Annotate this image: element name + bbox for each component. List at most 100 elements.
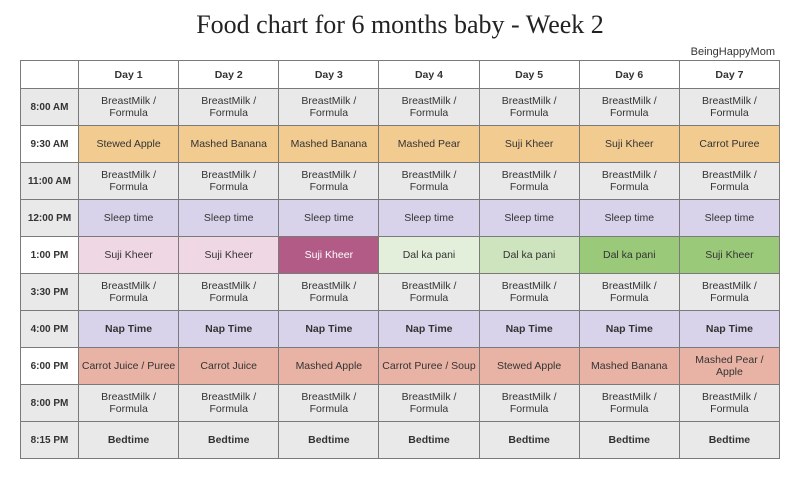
food-cell: BreastMilk / Formula: [479, 163, 579, 200]
food-cell: Bedtime: [79, 422, 179, 459]
food-cell: Nap Time: [679, 311, 779, 348]
food-cell: Sleep time: [379, 200, 479, 237]
food-cell: Sleep time: [279, 200, 379, 237]
food-cell: BreastMilk / Formula: [79, 385, 179, 422]
food-cell: Carrot Juice: [179, 348, 279, 385]
time-cell: 4:00 PM: [21, 311, 79, 348]
food-cell: BreastMilk / Formula: [679, 89, 779, 126]
time-cell: 6:00 PM: [21, 348, 79, 385]
food-cell: Mashed Pear / Apple: [679, 348, 779, 385]
food-cell: BreastMilk / Formula: [379, 89, 479, 126]
header-day: Day 1: [79, 61, 179, 89]
food-cell: Sleep time: [179, 200, 279, 237]
table-row: 8:00 AMBreastMilk / FormulaBreastMilk / …: [21, 89, 780, 126]
table-row: 12:00 PMSleep timeSleep timeSleep timeSl…: [21, 200, 780, 237]
header-row: Day 1Day 2Day 3Day 4Day 5Day 6Day 7: [21, 61, 780, 89]
food-cell: Carrot Puree / Soup: [379, 348, 479, 385]
header-day: Day 4: [379, 61, 479, 89]
food-cell: Bedtime: [279, 422, 379, 459]
food-cell: Bedtime: [179, 422, 279, 459]
food-cell: Nap Time: [279, 311, 379, 348]
food-cell: BreastMilk / Formula: [179, 274, 279, 311]
food-cell: Sleep time: [579, 200, 679, 237]
time-cell: 12:00 PM: [21, 200, 79, 237]
food-cell: BreastMilk / Formula: [479, 385, 579, 422]
time-cell: 11:00 AM: [21, 163, 79, 200]
table-row: 6:00 PMCarrot Juice / PureeCarrot JuiceM…: [21, 348, 780, 385]
food-cell: BreastMilk / Formula: [179, 89, 279, 126]
food-cell: Bedtime: [679, 422, 779, 459]
food-cell: Sleep time: [479, 200, 579, 237]
food-cell: Mashed Banana: [279, 126, 379, 163]
food-cell: Dal ka pani: [579, 237, 679, 274]
food-cell: BreastMilk / Formula: [279, 89, 379, 126]
food-cell: BreastMilk / Formula: [579, 163, 679, 200]
food-cell: BreastMilk / Formula: [279, 385, 379, 422]
header-day: Day 3: [279, 61, 379, 89]
food-cell: Stewed Apple: [479, 348, 579, 385]
food-cell: BreastMilk / Formula: [579, 385, 679, 422]
food-chart-table: Day 1Day 2Day 3Day 4Day 5Day 6Day 7 8:00…: [20, 60, 780, 459]
food-cell: Suji Kheer: [279, 237, 379, 274]
table-body: 8:00 AMBreastMilk / FormulaBreastMilk / …: [21, 89, 780, 459]
food-cell: Nap Time: [579, 311, 679, 348]
food-cell: BreastMilk / Formula: [379, 163, 479, 200]
time-cell: 1:00 PM: [21, 237, 79, 274]
food-cell: Bedtime: [579, 422, 679, 459]
food-cell: Nap Time: [179, 311, 279, 348]
food-cell: BreastMilk / Formula: [679, 385, 779, 422]
food-cell: Suji Kheer: [479, 126, 579, 163]
food-cell: BreastMilk / Formula: [79, 163, 179, 200]
time-cell: 8:00 AM: [21, 89, 79, 126]
header-time: [21, 61, 79, 89]
food-cell: BreastMilk / Formula: [379, 274, 479, 311]
food-cell: Dal ka pani: [379, 237, 479, 274]
time-cell: 9:30 AM: [21, 126, 79, 163]
header-day: Day 7: [679, 61, 779, 89]
table-row: 8:00 PMBreastMilk / FormulaBreastMilk / …: [21, 385, 780, 422]
food-cell: BreastMilk / Formula: [279, 163, 379, 200]
table-row: 4:00 PMNap TimeNap TimeNap TimeNap TimeN…: [21, 311, 780, 348]
food-cell: Mashed Pear: [379, 126, 479, 163]
food-cell: Suji Kheer: [179, 237, 279, 274]
food-cell: Stewed Apple: [79, 126, 179, 163]
food-cell: Sleep time: [679, 200, 779, 237]
food-cell: BreastMilk / Formula: [579, 89, 679, 126]
food-cell: Suji Kheer: [579, 126, 679, 163]
food-cell: Nap Time: [79, 311, 179, 348]
page-title: Food chart for 6 months baby - Week 2: [20, 10, 780, 40]
food-cell: Bedtime: [479, 422, 579, 459]
food-cell: BreastMilk / Formula: [479, 274, 579, 311]
food-cell: BreastMilk / Formula: [79, 89, 179, 126]
food-cell: BreastMilk / Formula: [479, 89, 579, 126]
time-cell: 3:30 PM: [21, 274, 79, 311]
table-row: 1:00 PMSuji KheerSuji KheerSuji KheerDal…: [21, 237, 780, 274]
food-cell: Nap Time: [479, 311, 579, 348]
credit-label: BeingHappyMom: [20, 46, 780, 58]
food-cell: BreastMilk / Formula: [679, 163, 779, 200]
food-cell: Suji Kheer: [679, 237, 779, 274]
header-day: Day 6: [579, 61, 679, 89]
food-cell: Dal ka pani: [479, 237, 579, 274]
food-cell: BreastMilk / Formula: [79, 274, 179, 311]
food-cell: Mashed Banana: [179, 126, 279, 163]
table-row: 8:15 PMBedtimeBedtimeBedtimeBedtimeBedti…: [21, 422, 780, 459]
table-row: 9:30 AMStewed AppleMashed BananaMashed B…: [21, 126, 780, 163]
food-cell: BreastMilk / Formula: [679, 274, 779, 311]
food-cell: Sleep time: [79, 200, 179, 237]
time-cell: 8:15 PM: [21, 422, 79, 459]
header-day: Day 5: [479, 61, 579, 89]
food-cell: BreastMilk / Formula: [579, 274, 679, 311]
table-row: 3:30 PMBreastMilk / FormulaBreastMilk / …: [21, 274, 780, 311]
header-day: Day 2: [179, 61, 279, 89]
food-cell: Mashed Apple: [279, 348, 379, 385]
food-cell: BreastMilk / Formula: [179, 385, 279, 422]
time-cell: 8:00 PM: [21, 385, 79, 422]
food-cell: BreastMilk / Formula: [279, 274, 379, 311]
food-cell: BreastMilk / Formula: [379, 385, 479, 422]
table-row: 11:00 AMBreastMilk / FormulaBreastMilk /…: [21, 163, 780, 200]
food-cell: Nap Time: [379, 311, 479, 348]
food-cell: Mashed Banana: [579, 348, 679, 385]
food-cell: Bedtime: [379, 422, 479, 459]
food-cell: Suji Kheer: [79, 237, 179, 274]
